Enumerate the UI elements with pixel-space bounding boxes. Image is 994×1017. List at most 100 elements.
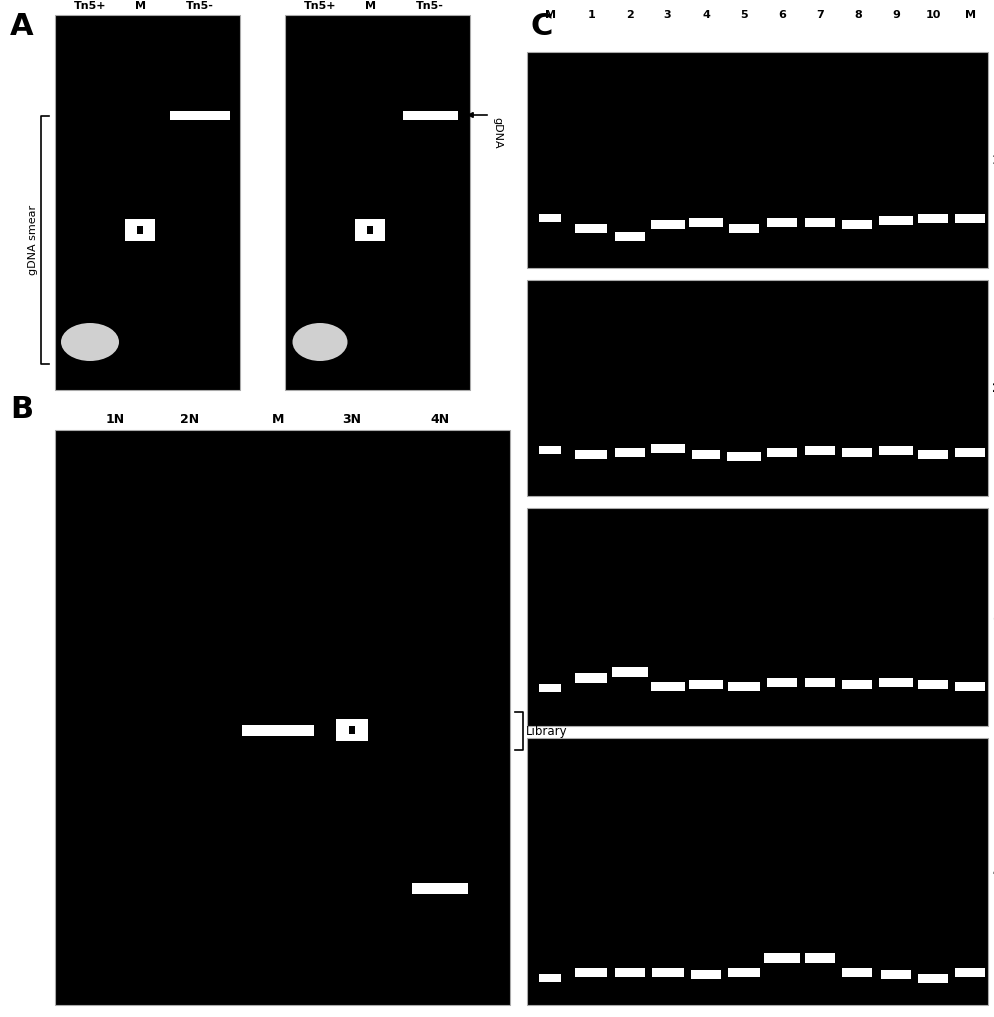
Text: Library: Library: [526, 724, 568, 737]
Bar: [805, 445, 835, 455]
Bar: [651, 443, 685, 453]
Bar: [575, 967, 607, 976]
Bar: [767, 218, 797, 227]
Bar: [368, 226, 373, 234]
Bar: [764, 953, 800, 963]
Text: 6: 6: [778, 10, 786, 20]
Text: M: M: [545, 10, 556, 20]
Bar: [615, 967, 645, 976]
Bar: [955, 967, 985, 976]
Ellipse shape: [61, 323, 119, 361]
Text: M: M: [964, 10, 975, 20]
Bar: [137, 226, 143, 234]
Bar: [879, 216, 913, 225]
Bar: [842, 447, 872, 457]
Bar: [879, 677, 913, 686]
Bar: [170, 111, 230, 120]
Text: 1: 1: [588, 10, 595, 20]
Bar: [767, 677, 797, 686]
Bar: [403, 111, 457, 120]
Bar: [527, 738, 988, 1005]
Ellipse shape: [292, 323, 348, 361]
Bar: [527, 280, 988, 496]
Bar: [879, 445, 913, 455]
Bar: [728, 681, 760, 691]
Bar: [412, 883, 468, 894]
Bar: [527, 52, 988, 268]
Text: M: M: [134, 1, 145, 11]
Bar: [539, 974, 561, 982]
Bar: [651, 681, 685, 691]
Bar: [55, 430, 510, 1005]
Bar: [612, 667, 648, 677]
Bar: [918, 679, 948, 689]
Bar: [918, 214, 948, 223]
Text: 3N: 3N: [992, 610, 994, 623]
Text: 1N: 1N: [105, 413, 124, 426]
Text: Tn5+: Tn5+: [304, 1, 336, 11]
Text: gDNA: gDNA: [492, 117, 502, 148]
Bar: [355, 219, 385, 241]
Bar: [955, 447, 985, 457]
Text: 4: 4: [702, 10, 710, 20]
Bar: [575, 450, 607, 459]
Bar: [242, 724, 314, 735]
Bar: [955, 214, 985, 223]
Text: 7: 7: [816, 10, 824, 20]
Bar: [349, 726, 355, 734]
Bar: [615, 232, 645, 240]
Bar: [575, 673, 607, 683]
Bar: [689, 218, 723, 227]
Bar: [652, 967, 684, 976]
Text: gDNA smear: gDNA smear: [28, 205, 38, 275]
Text: 1N: 1N: [992, 154, 994, 167]
Bar: [881, 969, 911, 978]
Text: 8: 8: [854, 10, 862, 20]
Text: A: A: [10, 12, 34, 41]
Text: Tn5+: Tn5+: [74, 1, 106, 11]
Bar: [842, 220, 872, 229]
Text: M: M: [271, 413, 284, 426]
Bar: [955, 681, 985, 691]
Bar: [651, 220, 685, 229]
Text: 3N: 3N: [343, 413, 362, 426]
Text: 3: 3: [663, 10, 671, 20]
Text: 2N: 2N: [992, 381, 994, 395]
Bar: [842, 679, 872, 689]
Bar: [729, 224, 759, 233]
Text: Tn5-: Tn5-: [186, 1, 214, 11]
Bar: [727, 452, 761, 461]
Text: 9: 9: [892, 10, 900, 20]
Bar: [689, 679, 723, 689]
Bar: [805, 677, 835, 686]
Text: 2: 2: [626, 10, 634, 20]
Bar: [918, 973, 948, 982]
Bar: [918, 450, 948, 459]
Text: Tn5-: Tn5-: [416, 1, 444, 11]
Text: 4N: 4N: [430, 413, 449, 426]
Bar: [615, 447, 645, 457]
Bar: [575, 224, 607, 233]
Bar: [767, 447, 797, 457]
Bar: [527, 508, 988, 726]
Text: 10: 10: [925, 10, 940, 20]
Text: M: M: [365, 1, 376, 11]
Bar: [539, 214, 561, 222]
Text: B: B: [10, 395, 33, 424]
Bar: [336, 719, 368, 741]
Bar: [539, 684, 561, 692]
Bar: [125, 219, 155, 241]
Bar: [805, 218, 835, 227]
Text: 4N: 4N: [992, 865, 994, 879]
Bar: [842, 967, 872, 976]
Text: 5: 5: [741, 10, 747, 20]
Bar: [691, 969, 721, 978]
Bar: [728, 967, 760, 976]
Bar: [805, 953, 835, 963]
Bar: [692, 450, 720, 459]
Text: C: C: [530, 12, 553, 41]
Bar: [55, 15, 240, 390]
Bar: [539, 446, 561, 454]
Bar: [285, 15, 470, 390]
Text: 2N: 2N: [181, 413, 200, 426]
